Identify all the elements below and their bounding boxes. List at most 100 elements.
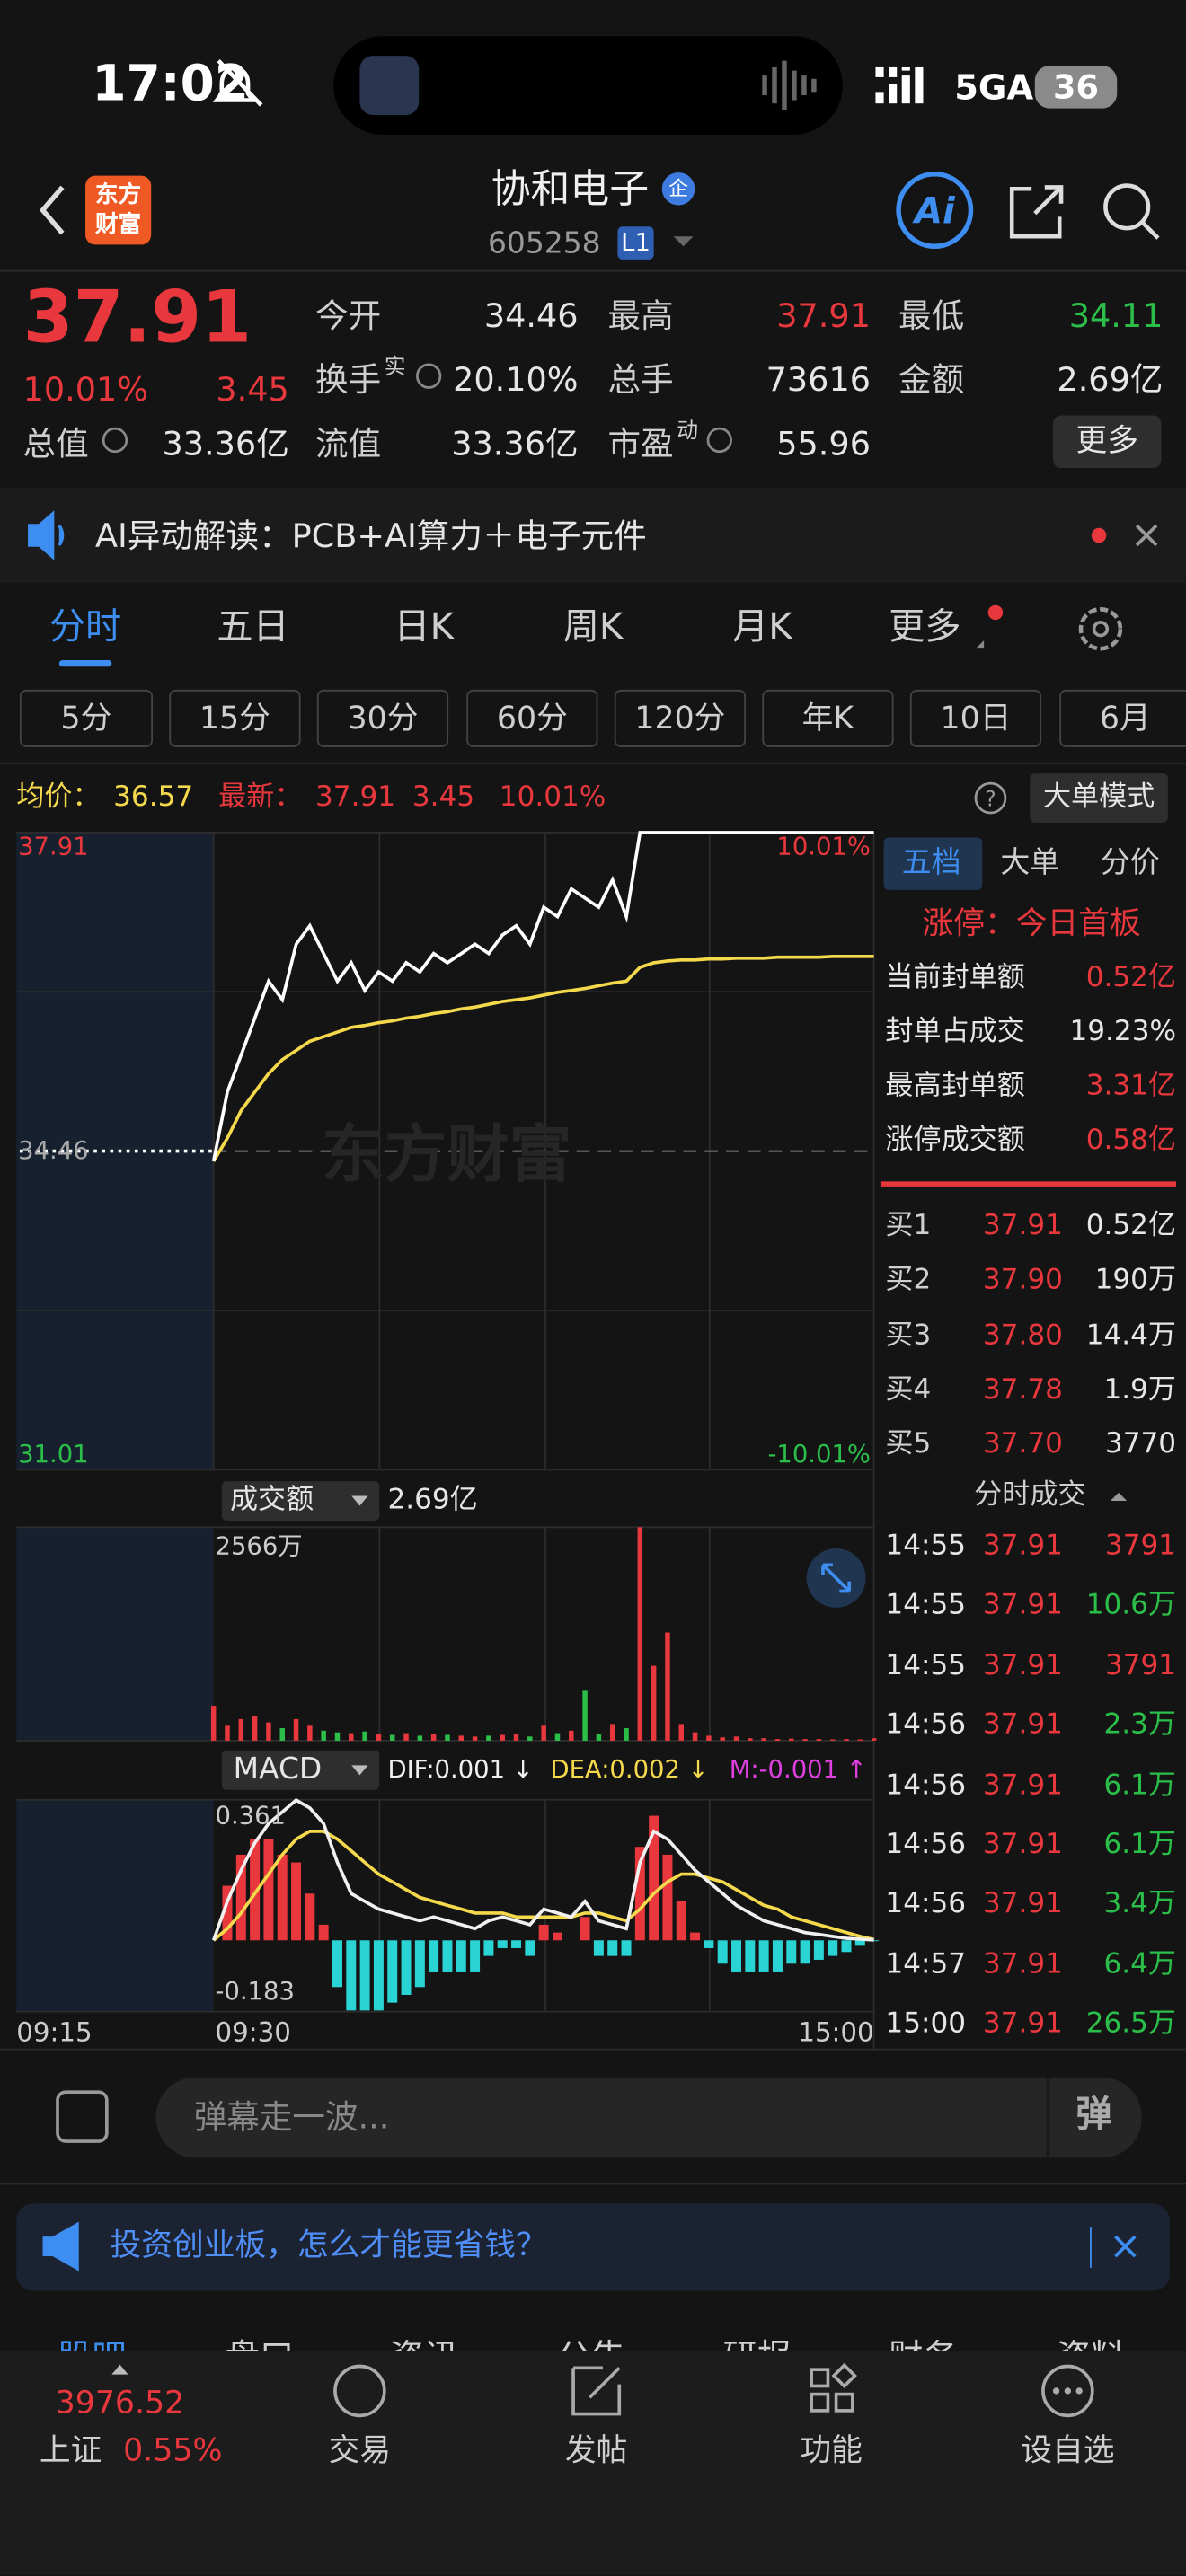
field-value: 37.91 (776, 296, 871, 335)
more-button[interactable] (1052, 415, 1162, 469)
nav-item[interactable]: 功能 (800, 2432, 863, 2469)
section-tab[interactable]: 公告 (557, 2340, 626, 2351)
section-tab[interactable]: 财务 (889, 2340, 958, 2351)
ad-banner[interactable] (16, 2203, 1170, 2291)
volume-bar (665, 1632, 670, 1741)
dropdown-arrow[interactable] (673, 236, 694, 247)
x-tick-label: 15:00 (798, 2016, 874, 2048)
index-value: 3976.52 (55, 2385, 185, 2422)
macd-bar (222, 1885, 233, 1941)
logo-text: 财富 (95, 211, 142, 239)
share-icon[interactable] (1009, 185, 1064, 239)
macd-selector[interactable] (221, 1750, 380, 1790)
volume-bar (871, 1738, 877, 1741)
close-icon[interactable] (1114, 2235, 1137, 2258)
period-box[interactable] (1059, 689, 1186, 747)
info-icon[interactable] (102, 427, 128, 454)
tab[interactable]: 更多 (889, 607, 961, 649)
trade-price: 37.91 (982, 1888, 1063, 1921)
function-icon[interactable] (810, 2362, 857, 2413)
nav-item[interactable]: 交易 (328, 2432, 392, 2469)
period[interactable]: 年K (801, 700, 854, 737)
tab[interactable]: 月K (732, 607, 792, 649)
macd-bar (456, 1940, 466, 1972)
avg-label: 均价： (16, 781, 101, 814)
period[interactable]: 10日 (940, 700, 1012, 737)
macd-bar (277, 1854, 288, 1941)
ai-icon[interactable]: Ai (912, 191, 956, 233)
volume-bar (692, 1732, 698, 1741)
dynamic-island (333, 36, 843, 135)
period[interactable]: 120分 (634, 700, 726, 737)
macd-bar (318, 1924, 329, 1941)
info-icon[interactable] (706, 427, 732, 454)
macd-bar (717, 1940, 728, 1964)
badge: 企 (668, 177, 689, 201)
danmaku-button[interactable]: 弹 (1075, 2095, 1112, 2137)
period[interactable]: 60分 (496, 700, 568, 737)
search-icon[interactable] (1103, 183, 1151, 231)
tab[interactable]: 分时 (49, 607, 122, 649)
tab[interactable]: 日K (394, 607, 454, 649)
section-tab[interactable]: 资讯 (389, 2340, 458, 2351)
mode[interactable]: 大单模式 (1042, 781, 1155, 814)
period-box[interactable] (169, 689, 301, 747)
more-button[interactable]: 更多 (1075, 422, 1138, 459)
period-box[interactable] (466, 689, 598, 747)
section-tab[interactable]: 资料 (1057, 2340, 1126, 2351)
macd-label[interactable]: MACD (233, 1751, 323, 1787)
back-icon[interactable] (39, 185, 65, 235)
side-tab[interactable]: 分价 (1100, 845, 1160, 880)
stat-value: 3.31亿 (1085, 1070, 1177, 1103)
ad-text[interactable]: 投资创业板，怎么才能更省钱？ (110, 2228, 547, 2264)
book-volume: 1.9万 (1103, 1373, 1177, 1407)
more-arrow (975, 640, 985, 649)
settings-icon[interactable] (1078, 606, 1123, 651)
side-tab[interactable]: 大单 (1000, 845, 1060, 880)
volume-selector[interactable] (221, 1481, 380, 1521)
post-icon[interactable] (571, 2366, 622, 2416)
comment-icon[interactable] (56, 2090, 109, 2143)
ai-button[interactable] (896, 172, 974, 249)
period-box[interactable] (909, 689, 1042, 747)
trade-icon[interactable] (333, 2364, 386, 2418)
volume-bar (417, 1735, 423, 1741)
signal-icon (875, 66, 924, 104)
mode-button[interactable] (1030, 773, 1168, 823)
comment-placeholder[interactable]: 弹幕走一波... (193, 2096, 390, 2137)
watchlist-icon[interactable] (1041, 2364, 1094, 2418)
period-box[interactable] (614, 689, 747, 747)
tab[interactable]: 周K (562, 607, 624, 649)
volume-bar (403, 1733, 409, 1741)
nav-item[interactable]: 设自选 (1021, 2432, 1115, 2469)
field-label: 流值 (315, 423, 382, 463)
period-box[interactable] (316, 689, 449, 747)
macd-bar (662, 1854, 673, 1941)
section-tab[interactable]: 盘口 (225, 2340, 294, 2351)
comment-input[interactable] (155, 2077, 1142, 2158)
book-price: 37.80 (982, 1319, 1063, 1352)
volume-bar (376, 1734, 382, 1741)
period[interactable]: 30分 (347, 700, 419, 737)
period[interactable]: 5分 (60, 700, 112, 737)
volume-bar (857, 1739, 863, 1741)
section-tab[interactable]: 研报 (722, 2340, 792, 2351)
book-label: 买5 (885, 1428, 932, 1461)
nav-item[interactable]: 发帖 (564, 2432, 628, 2469)
dropdown-arrow (351, 1495, 368, 1506)
info-icon[interactable] (416, 363, 442, 389)
period[interactable]: 15分 (199, 700, 270, 737)
period[interactable]: 6月 (1099, 700, 1151, 737)
section-tab[interactable]: 股吧 (58, 2340, 127, 2351)
period-box[interactable] (19, 689, 154, 747)
y-tick-label: 37.91 (18, 832, 89, 861)
tab[interactable]: 五日 (217, 607, 289, 649)
premarket-shade (16, 1799, 214, 2012)
period-box[interactable] (762, 689, 894, 747)
side-tab[interactable]: 五档 (901, 845, 961, 880)
volume-label[interactable]: 成交额 (229, 1483, 314, 1517)
close-icon[interactable] (1135, 524, 1158, 547)
help-icon[interactable] (974, 781, 1007, 815)
volume-bar (844, 1739, 849, 1741)
ai-banner-text[interactable]: AI异动解读：PCB+AI算力＋电子元件 (95, 516, 647, 555)
